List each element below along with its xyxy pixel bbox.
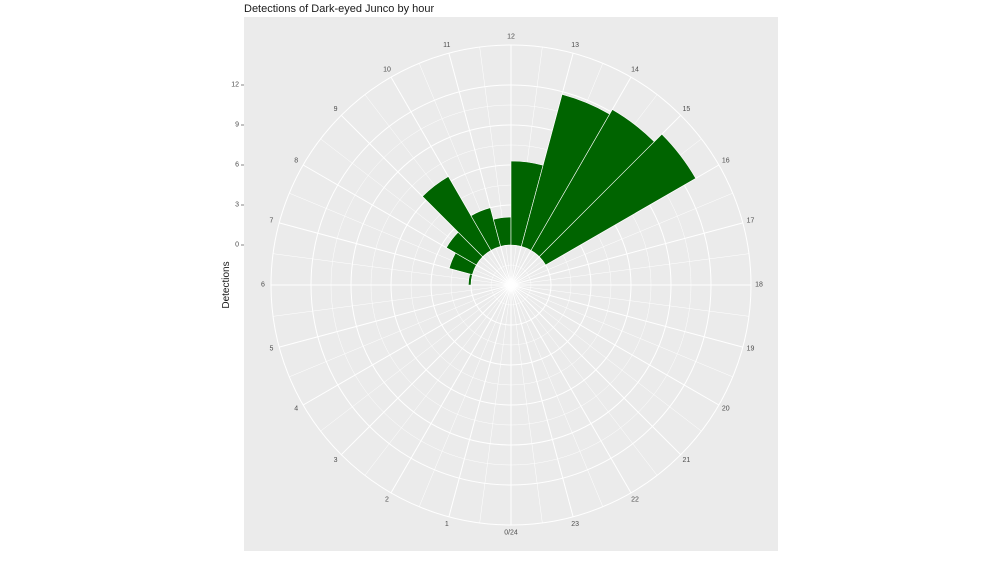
grid-spoke-minor bbox=[510, 284, 749, 317]
grid-spoke-minor bbox=[510, 284, 658, 476]
grid-spoke-minor bbox=[510, 284, 543, 523]
hour-label: 5 bbox=[269, 346, 273, 353]
grid-spoke-minor bbox=[510, 284, 702, 432]
hour-label: 2 bbox=[385, 496, 389, 503]
y-tick-label: 3 bbox=[235, 202, 239, 209]
grid-spoke-major bbox=[510, 284, 720, 406]
hour-label: 0/24 bbox=[504, 530, 518, 537]
hour-label: 21 bbox=[682, 457, 690, 464]
hour-label: 19 bbox=[747, 346, 755, 353]
grid-spoke-minor bbox=[510, 253, 749, 286]
hour-labels: 0/24123456789101112131415161718192021222… bbox=[261, 34, 763, 537]
grid-spoke-major bbox=[510, 284, 632, 494]
grid-spoke-minor bbox=[510, 192, 733, 286]
hour-label: 17 bbox=[747, 217, 755, 224]
hour-label: 9 bbox=[334, 106, 338, 113]
hour-label: 22 bbox=[631, 496, 639, 503]
y-tick-label: 12 bbox=[231, 82, 239, 89]
y-tick-label: 6 bbox=[235, 162, 239, 169]
bar-hour-9 bbox=[421, 176, 492, 258]
hour-label: 16 bbox=[722, 158, 730, 165]
y-axis-label: Detections bbox=[221, 261, 232, 308]
grid-spoke-major bbox=[279, 284, 512, 348]
bar-hour-10 bbox=[470, 207, 502, 251]
hour-label: 10 bbox=[383, 67, 391, 74]
hour-label: 12 bbox=[507, 34, 515, 41]
grid-spoke-major bbox=[510, 284, 743, 348]
grid-spoke-minor bbox=[364, 284, 512, 476]
y-tick-label: 9 bbox=[235, 122, 239, 129]
hour-label: 8 bbox=[294, 158, 298, 165]
bar-hour-15 bbox=[538, 133, 697, 266]
hour-label: 11 bbox=[443, 42, 450, 49]
grid-spoke-minor bbox=[289, 284, 512, 378]
hour-label: 1 bbox=[445, 521, 449, 528]
grid-spoke-minor bbox=[510, 284, 733, 378]
hour-label: 18 bbox=[755, 282, 763, 289]
hour-label: 14 bbox=[631, 67, 639, 74]
grid-spoke-major bbox=[302, 284, 512, 406]
y-axis: 0 3 6 9 12 bbox=[231, 82, 244, 249]
grid-spoke-major bbox=[510, 284, 682, 456]
chart-title: Detections of Dark-eyed Junco by hour bbox=[244, 3, 434, 15]
bars-layer bbox=[421, 94, 697, 286]
hour-label: 6 bbox=[261, 282, 265, 289]
hour-label: 15 bbox=[682, 106, 690, 113]
grid-spoke-major bbox=[510, 284, 574, 517]
grid-spoke-minor bbox=[479, 284, 512, 523]
y-tick-label: 0 bbox=[235, 242, 239, 249]
hour-label: 20 bbox=[722, 406, 730, 413]
grid-layer bbox=[270, 44, 752, 526]
grid-spoke-minor bbox=[273, 284, 512, 317]
grid-spoke-major bbox=[510, 222, 743, 286]
grid-spoke-minor bbox=[320, 284, 512, 432]
hour-label: 23 bbox=[571, 521, 579, 528]
hour-label: 13 bbox=[571, 42, 579, 49]
grid-spoke-minor bbox=[418, 284, 512, 507]
grid-spoke-minor bbox=[510, 284, 604, 507]
grid-spoke-major bbox=[448, 284, 512, 517]
hour-label: 3 bbox=[334, 457, 338, 464]
grid-spoke-major bbox=[340, 284, 512, 456]
grid-spoke-major bbox=[390, 284, 512, 494]
hour-label: 7 bbox=[269, 217, 273, 224]
hour-label: 4 bbox=[294, 406, 298, 413]
